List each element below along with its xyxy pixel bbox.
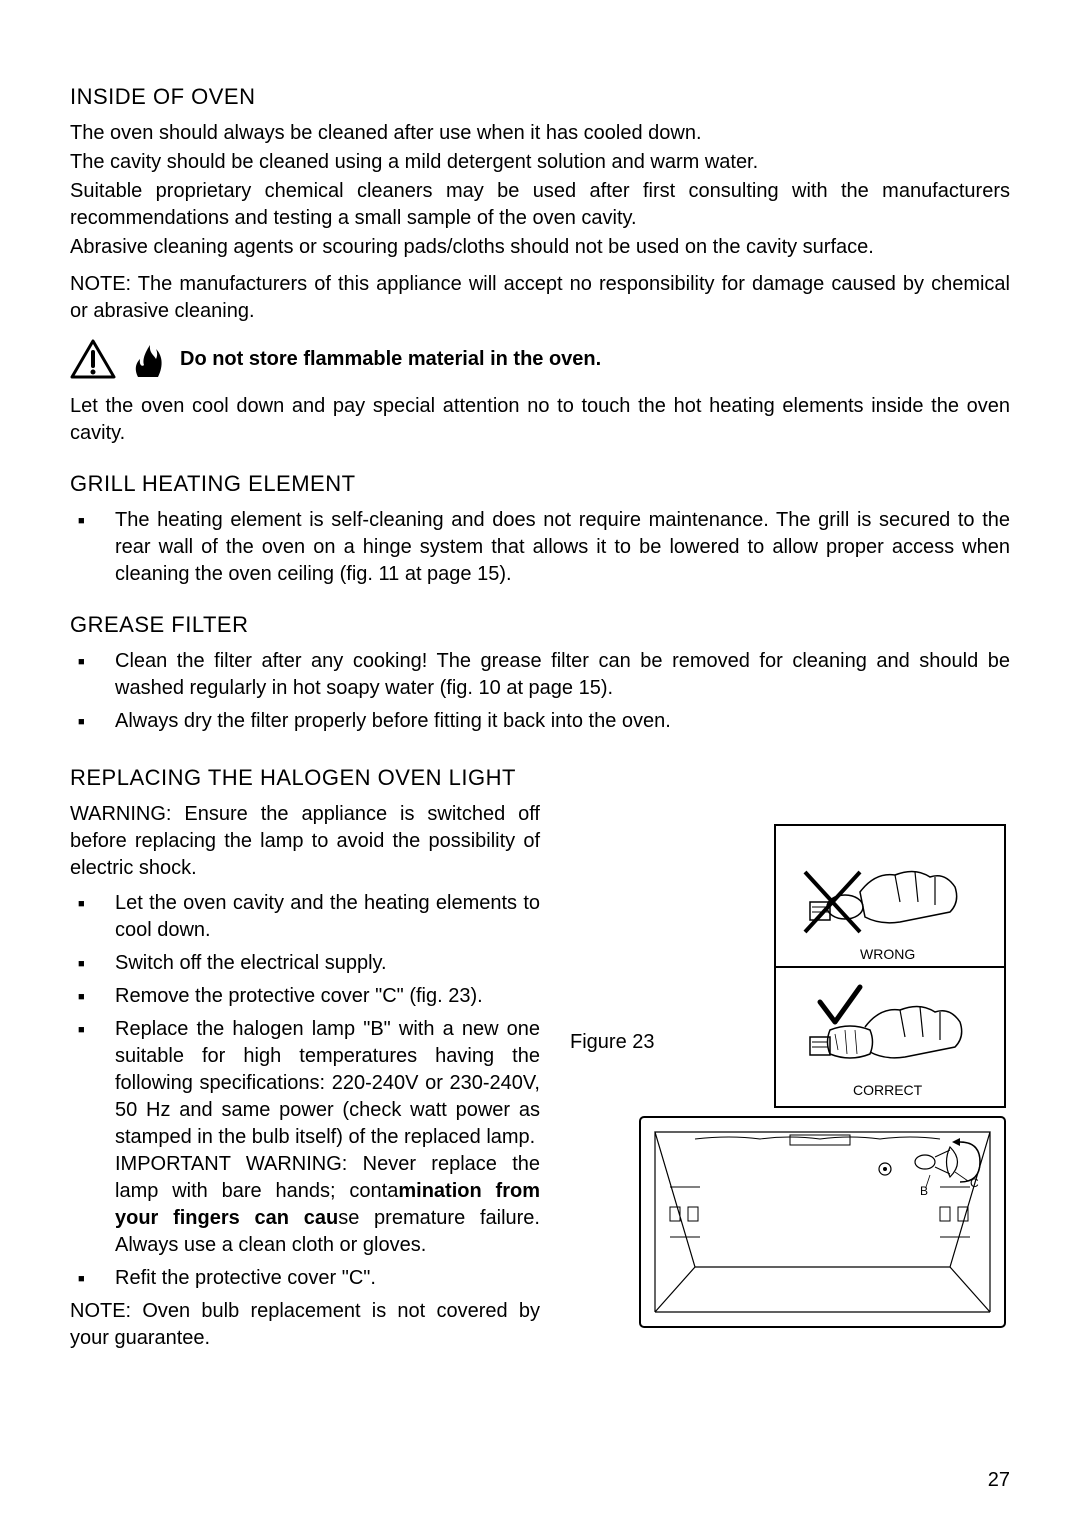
paragraph: The cavity should be cleaned using a mil… — [70, 149, 1010, 176]
heading-grease: GREASE FILTER — [70, 612, 1010, 638]
wrong-label: WRONG — [860, 946, 915, 962]
warning-text: Do not store flammable material in the o… — [180, 348, 601, 371]
bullet-list: Let the oven cavity and the heating elem… — [70, 890, 540, 1292]
list-item: Let the oven cavity and the heating elem… — [70, 890, 540, 944]
paragraph: Suitable proprietary chemical cleaners m… — [70, 178, 1010, 232]
warning-row: Do not store flammable material in the o… — [70, 339, 1010, 379]
correct-label: CORRECT — [853, 1082, 923, 1098]
bullet-list: The heating element is self-cleaning and… — [70, 507, 1010, 588]
text-span: Replace the halogen lamp "B" with a new … — [115, 1018, 540, 1148]
heading-grill: GRILL HEATING ELEMENT — [70, 471, 1010, 497]
warning-paragraph: WARNING: Ensure the appliance is switche… — [70, 801, 540, 882]
list-item: Remove the protective cover "C" (fig. 23… — [70, 983, 540, 1010]
list-item: Refit the protective cover "C". — [70, 1265, 540, 1292]
note: NOTE: Oven bulb replacement is not cover… — [70, 1298, 540, 1352]
heading-inside-oven: INSIDE OF OVEN — [70, 84, 1010, 110]
label-b: B — [920, 1184, 928, 1198]
list-item: Clean the filter after any cooking! The … — [70, 648, 1010, 702]
page-number: 27 — [988, 1469, 1010, 1492]
heading-halogen: REPLACING THE HALOGEN OVEN LIGHT — [70, 765, 1010, 791]
note: NOTE: The manufacturers of this applianc… — [70, 271, 1010, 325]
bullet-list: Clean the filter after any cooking! The … — [70, 648, 1010, 735]
list-item: Always dry the filter properly before fi… — [70, 708, 1010, 735]
paragraph: Abrasive cleaning agents or scouring pad… — [70, 234, 1010, 261]
list-item: Replace the halogen lamp "B" with a new … — [70, 1016, 540, 1259]
paragraph: Let the oven cool down and pay special a… — [70, 393, 1010, 447]
figure-23-illustration: WRONG — [635, 817, 1010, 1337]
list-item: The heating element is self-cleaning and… — [70, 507, 1010, 588]
list-item: Switch off the electrical supply. — [70, 950, 540, 977]
label-c: C — [970, 1176, 979, 1190]
warning-triangle-icon — [70, 339, 116, 379]
fire-icon — [130, 339, 166, 379]
paragraph: The oven should always be cleaned after … — [70, 120, 1010, 147]
